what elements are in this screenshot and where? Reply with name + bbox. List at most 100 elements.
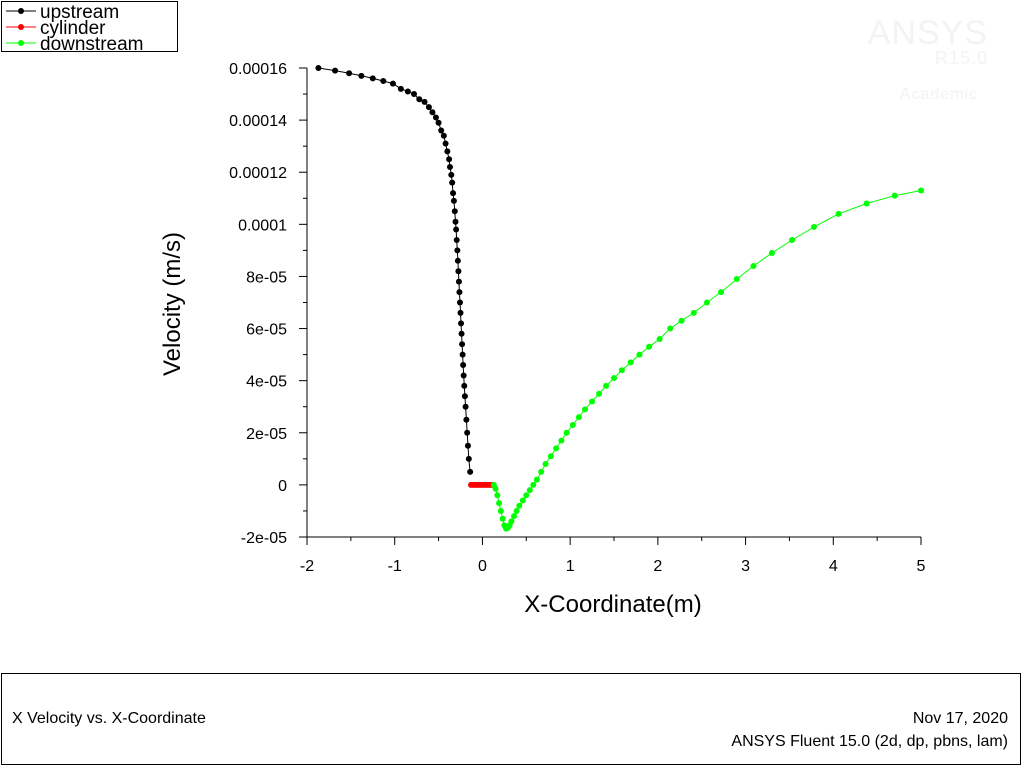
data-point-upstream bbox=[429, 109, 436, 116]
x-tick-label: 1 bbox=[566, 558, 575, 575]
data-point-upstream bbox=[453, 236, 460, 243]
data-point-downstream bbox=[718, 289, 725, 296]
data-point-downstream bbox=[547, 453, 554, 460]
data-point-downstream bbox=[516, 502, 523, 509]
data-point-upstream bbox=[450, 197, 457, 204]
data-point-downstream bbox=[789, 236, 796, 243]
series-layer bbox=[315, 65, 924, 532]
x-tick-label: 5 bbox=[917, 558, 926, 575]
ansys-watermark-edition: Academic bbox=[899, 86, 978, 103]
data-point-downstream bbox=[523, 492, 530, 499]
data-point-upstream bbox=[460, 362, 467, 369]
y-tick-label: 0 bbox=[278, 478, 287, 495]
xy-plot: -2 -1 0 1 2 3 4 5 -2e-05 0 2e-05 4e-05 6e-05 8e-05 0.0… bbox=[1, 1, 926, 618]
x-tick-label: -1 bbox=[388, 558, 402, 575]
data-point-upstream bbox=[416, 96, 423, 103]
data-point-downstream bbox=[497, 507, 504, 514]
data-point-upstream bbox=[404, 88, 411, 95]
data-point-upstream bbox=[464, 429, 471, 436]
data-point-downstream bbox=[678, 317, 685, 324]
x-tick-label: 2 bbox=[653, 558, 662, 575]
y-tick-label: 6e-05 bbox=[246, 322, 287, 339]
data-point-upstream bbox=[464, 442, 471, 449]
data-point-downstream bbox=[589, 398, 596, 405]
data-point-downstream bbox=[553, 445, 560, 452]
data-point-downstream bbox=[768, 249, 775, 256]
data-point-upstream bbox=[369, 75, 376, 82]
legend-item-upstream: upstream bbox=[6, 2, 119, 23]
data-point-downstream bbox=[538, 468, 545, 475]
data-point-upstream bbox=[458, 320, 465, 327]
x-axis-label: X-Coordinate(m) bbox=[524, 591, 701, 618]
data-point-upstream bbox=[438, 127, 445, 134]
data-point-downstream bbox=[494, 492, 501, 499]
data-point-upstream bbox=[452, 218, 459, 225]
x-tick-label: -2 bbox=[300, 558, 314, 575]
data-point-downstream bbox=[636, 351, 643, 358]
x-tick-label: 4 bbox=[829, 558, 838, 575]
data-point-downstream bbox=[582, 406, 589, 413]
data-point-upstream bbox=[315, 65, 322, 71]
data-point-downstream bbox=[863, 200, 870, 207]
y-tick-label: 0.00014 bbox=[229, 113, 287, 130]
data-point-upstream bbox=[458, 330, 465, 337]
data-point-downstream bbox=[627, 359, 634, 366]
plot-date: Nov 17, 2020 bbox=[912, 710, 1008, 727]
data-point-upstream bbox=[456, 299, 463, 306]
y-tick-label: 0.00012 bbox=[229, 165, 287, 182]
data-point-downstream bbox=[533, 476, 540, 483]
data-point-downstream bbox=[513, 507, 520, 514]
plot-title: X Velocity vs. X-Coordinate bbox=[12, 710, 206, 727]
data-point-upstream bbox=[460, 372, 467, 379]
data-point-downstream bbox=[526, 487, 533, 494]
data-point-upstream bbox=[444, 148, 451, 155]
data-point-downstream bbox=[596, 390, 603, 397]
data-point-downstream bbox=[703, 299, 710, 306]
data-point-downstream bbox=[750, 263, 757, 270]
data-point-downstream bbox=[496, 500, 503, 507]
data-point-downstream bbox=[508, 518, 515, 525]
ansys-watermark-brand: ANSYS bbox=[867, 14, 988, 52]
y-tick-label: 0.0001 bbox=[238, 217, 287, 234]
data-point-upstream bbox=[380, 78, 387, 85]
data-point-downstream bbox=[499, 515, 506, 522]
y-axis-label: Velocity (m/s) bbox=[159, 232, 186, 376]
data-point-downstream bbox=[835, 210, 842, 217]
data-point-downstream bbox=[519, 497, 526, 504]
data-point-upstream bbox=[411, 91, 418, 98]
data-point-downstream bbox=[656, 335, 663, 342]
data-point-upstream bbox=[453, 226, 460, 233]
data-point-upstream bbox=[467, 468, 474, 475]
data-point-upstream bbox=[450, 190, 457, 197]
data-point-downstream bbox=[891, 192, 898, 199]
legend-label: downstream bbox=[40, 34, 144, 55]
data-point-downstream bbox=[569, 421, 576, 428]
data-point-downstream bbox=[667, 325, 674, 332]
data-point-upstream bbox=[463, 416, 470, 423]
series-upstream bbox=[315, 65, 474, 475]
data-point-downstream bbox=[733, 276, 740, 283]
data-point-downstream bbox=[690, 309, 697, 316]
data-point-downstream bbox=[492, 485, 499, 492]
data-point-upstream bbox=[461, 382, 468, 389]
data-point-upstream bbox=[446, 156, 453, 163]
data-point-downstream bbox=[542, 461, 549, 468]
data-point-upstream bbox=[459, 341, 466, 348]
data-point-upstream bbox=[454, 247, 461, 254]
data-point-upstream bbox=[462, 403, 469, 410]
data-point-upstream bbox=[465, 455, 472, 462]
data-point-upstream bbox=[456, 289, 463, 296]
legend-marker bbox=[18, 24, 24, 30]
data-point-downstream bbox=[558, 437, 565, 444]
data-point-downstream bbox=[603, 382, 610, 389]
data-point-upstream bbox=[432, 114, 439, 121]
data-point-downstream bbox=[810, 223, 817, 230]
data-point-downstream bbox=[646, 343, 653, 350]
data-point-upstream bbox=[346, 70, 353, 77]
x-tick-label: 3 bbox=[741, 558, 750, 575]
y-tick-label: 4e-05 bbox=[246, 374, 287, 391]
data-point-downstream bbox=[511, 513, 518, 520]
data-point-upstream bbox=[455, 268, 462, 275]
data-point-upstream bbox=[358, 72, 365, 79]
